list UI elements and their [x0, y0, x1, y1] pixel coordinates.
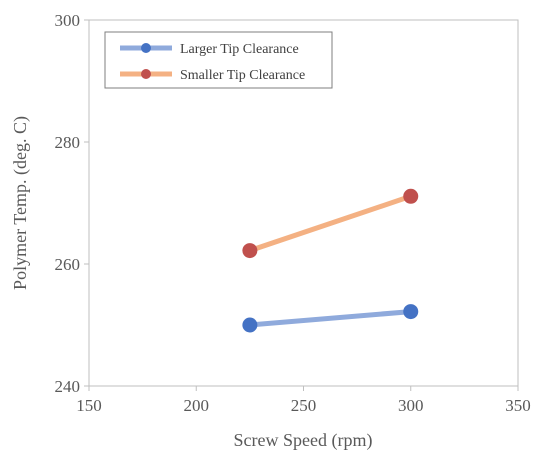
series-layer — [242, 188, 419, 333]
x-axis-title: Screw Speed (rpm) — [234, 430, 373, 451]
x-tick-label: 250 — [291, 396, 317, 415]
x-tick-label: 200 — [184, 396, 210, 415]
legend: Larger Tip Clearance Smaller Tip Clearanc… — [104, 31, 333, 89]
y-tick-label: 280 — [55, 133, 81, 152]
legend-swatch-marker — [141, 43, 151, 53]
x-tick-label: 300 — [398, 396, 424, 415]
legend-swatch-marker — [141, 69, 151, 79]
legend-label: Smaller Tip Clearance — [180, 68, 305, 83]
legend-label: Larger Tip Clearance — [180, 42, 299, 57]
series-line-1 — [247, 193, 414, 254]
x-tick-label: 150 — [76, 396, 102, 415]
data-point — [242, 243, 258, 259]
data-point — [403, 304, 419, 320]
y-tick-label: 240 — [55, 377, 81, 396]
data-point — [242, 317, 258, 333]
x-tick-label: 350 — [505, 396, 531, 415]
legend-box — [104, 31, 333, 89]
data-point — [403, 188, 419, 204]
y-axis-title: Polymer Temp. (deg. C) — [10, 116, 31, 290]
y-tick-label: 260 — [55, 255, 81, 274]
y-tick-label: 300 — [55, 11, 81, 30]
series-line-0 — [247, 309, 414, 328]
axis-ticks: 150 200 250 300 350 240 260 280 300 — [55, 11, 531, 415]
